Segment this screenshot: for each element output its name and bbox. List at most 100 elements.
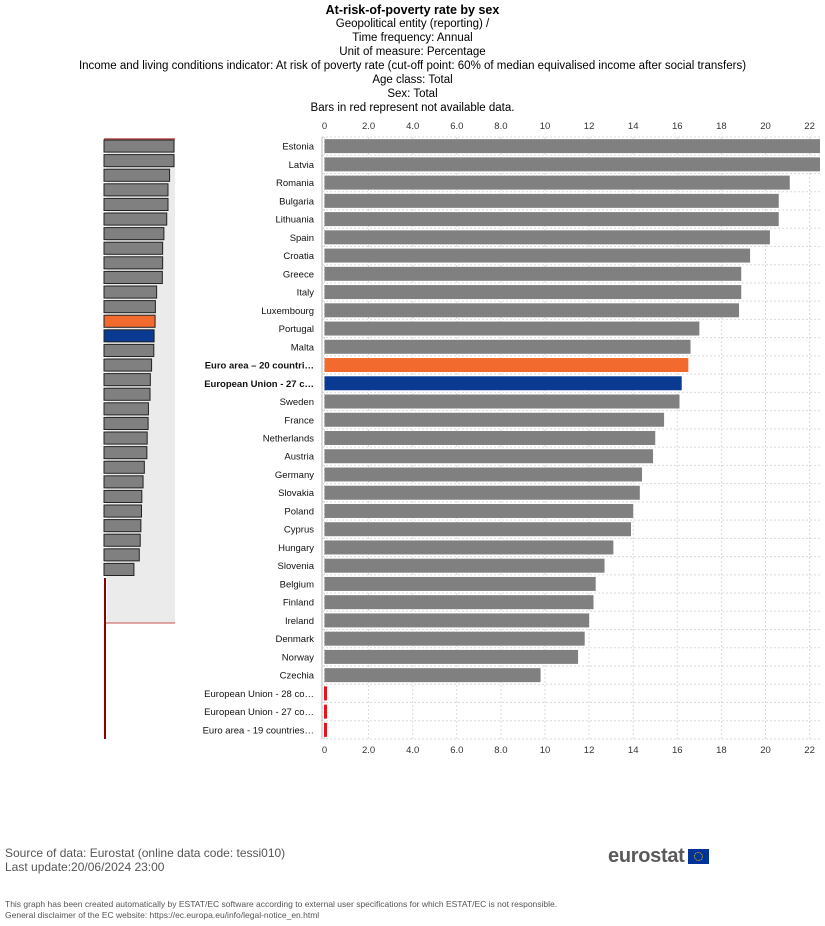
bar[interactable] [324, 157, 821, 172]
category-label: Sweden [280, 397, 314, 408]
navigator-bar[interactable] [103, 329, 155, 343]
bar[interactable] [324, 558, 605, 573]
bar[interactable] [324, 449, 654, 464]
navigator-bar[interactable] [103, 197, 169, 211]
bar[interactable] [324, 595, 594, 610]
category-label: Slovenia [278, 561, 315, 572]
bar[interactable] [324, 631, 585, 646]
category-label: Italy [297, 288, 315, 299]
navigator-bar[interactable] [103, 256, 164, 270]
bar[interactable] [324, 649, 579, 664]
bar[interactable] [324, 139, 821, 154]
bar[interactable] [324, 576, 596, 591]
category-label: Cyprus [284, 525, 314, 536]
category-label: Denmark [275, 634, 314, 645]
x-tick-label-top: 4.0 [406, 121, 419, 132]
navigator-bar[interactable] [103, 431, 148, 445]
navigator-bar[interactable] [103, 562, 135, 577]
navigator-bar[interactable] [103, 227, 165, 241]
bar[interactable] [324, 303, 740, 318]
last-update-text: Last update:20/06/2024 23:00 [5, 860, 165, 874]
x-tick-label-bottom: 12 [584, 745, 595, 756]
bar[interactable] [324, 230, 770, 245]
category-label: Portugal [279, 324, 314, 335]
category-label: Germany [275, 470, 314, 481]
navigator-bar[interactable] [103, 533, 141, 547]
eurostat-logo: eurostat [608, 845, 709, 868]
bar[interactable] [324, 212, 779, 227]
category-label: European Union - 28 co… [204, 689, 314, 700]
navigator-bar[interactable] [103, 416, 149, 430]
category-label: Slovakia [278, 488, 315, 499]
eurostat-logo-text: eurostat [608, 845, 685, 867]
navigator-bar[interactable] [103, 402, 149, 416]
navigator-bar[interactable] [103, 343, 155, 357]
category-label: Finland [283, 598, 314, 609]
disclaimer: This graph has been created automaticall… [5, 899, 557, 921]
x-tick-label-top: 0 [322, 121, 327, 132]
navigator-bar[interactable] [103, 548, 140, 562]
bar[interactable] [324, 485, 640, 500]
subtitle-line: Age class: Total [372, 74, 453, 86]
bar[interactable] [324, 339, 691, 354]
bar-not-available[interactable] [324, 704, 327, 719]
category-label: Croatia [283, 251, 314, 262]
bar[interactable] [324, 522, 631, 537]
x-tick-label-bottom: 22 [804, 745, 815, 756]
navigator-na-marker[interactable] [104, 578, 106, 739]
navigator-bar[interactable] [103, 373, 151, 387]
navigator-bar[interactable] [103, 183, 169, 197]
category-label: Spain [290, 233, 314, 244]
bar[interactable] [324, 431, 656, 445]
bar[interactable] [324, 248, 751, 263]
bar[interactable] [324, 321, 700, 336]
bar[interactable] [324, 503, 634, 518]
navigator-bar[interactable] [103, 519, 142, 533]
bar-not-available[interactable] [324, 722, 327, 737]
category-label: European Union - 27 c… [204, 379, 314, 390]
navigator-bar[interactable] [103, 139, 175, 153]
navigator-bar[interactable] [103, 314, 156, 328]
x-tick-label-top: 18 [716, 121, 727, 132]
navigator-bar[interactable] [103, 460, 145, 474]
navigator-bar[interactable] [103, 285, 158, 299]
subtitle-line: Sex: Total [387, 88, 438, 100]
bar[interactable] [324, 412, 665, 427]
disclaimer-line: This graph has been created automaticall… [5, 899, 558, 909]
source-info: Source of data: Eurostat (online data co… [5, 846, 285, 874]
navigator-bar[interactable] [103, 270, 163, 284]
navigator-bar[interactable] [103, 504, 142, 518]
x-tick-label-top: 16 [672, 121, 683, 132]
navigator-bar[interactable] [103, 475, 144, 489]
category-label: Luxembourg [261, 306, 314, 317]
navigator-bar[interactable] [103, 446, 148, 460]
navigator-bar[interactable] [103, 300, 156, 314]
navigator-bar[interactable] [103, 358, 153, 372]
bar[interactable] [324, 540, 614, 555]
navigator-bar[interactable] [103, 212, 168, 226]
category-label: Romania [276, 178, 315, 189]
category-label: European Union - 27 co… [204, 707, 314, 718]
disclaimer-line: General disclaimer of the EC website: ht… [5, 910, 320, 920]
bar[interactable] [324, 613, 590, 628]
navigator-bar[interactable] [103, 489, 143, 503]
navigator-bar[interactable] [103, 241, 164, 255]
bar[interactable] [324, 358, 689, 373]
bar[interactable] [324, 467, 643, 482]
bar[interactable] [324, 668, 541, 683]
bar[interactable] [324, 175, 790, 190]
bar[interactable] [324, 394, 680, 409]
bar[interactable] [324, 266, 742, 281]
bar[interactable] [324, 376, 682, 391]
bar-not-available[interactable] [324, 686, 327, 701]
category-label: Hungary [278, 543, 314, 554]
bar[interactable] [324, 193, 779, 208]
x-tick-label-bottom: 2.0 [362, 745, 375, 756]
bar[interactable] [324, 285, 742, 300]
x-tick-label-bottom: 16 [672, 745, 683, 756]
category-label: Ireland [285, 616, 314, 627]
x-tick-label-top: 12 [584, 121, 595, 132]
navigator-bar[interactable] [103, 154, 175, 168]
navigator-bar[interactable] [103, 387, 151, 401]
navigator-bar[interactable] [103, 168, 171, 182]
